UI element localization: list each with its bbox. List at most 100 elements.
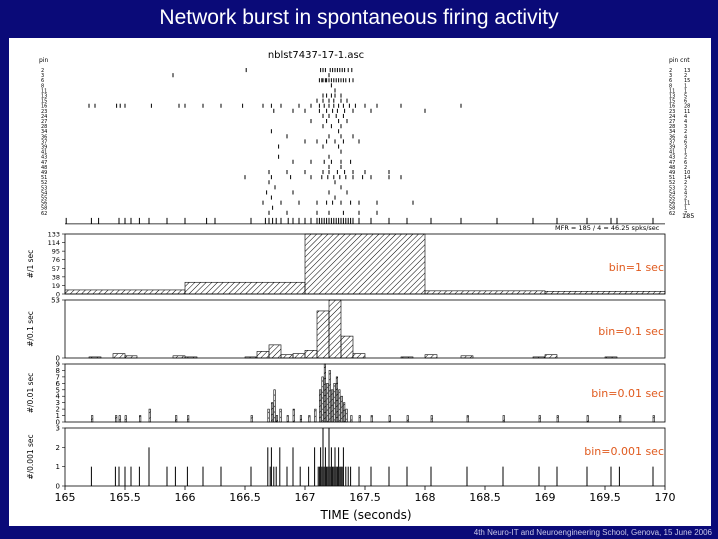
raster-pin-label: 24 xyxy=(41,114,47,120)
raster-pin-label: 48 xyxy=(41,165,47,171)
y-axis-label: #/0.001 sec xyxy=(26,434,35,479)
x-tick-label: 166 xyxy=(175,491,196,504)
raster-pin-label: 16 xyxy=(41,104,47,110)
histogram-bar xyxy=(388,415,391,423)
raster-pin-label: 62 xyxy=(669,211,675,217)
raster-pin-label: 6 xyxy=(41,78,44,84)
raster-pin-count: 5 xyxy=(684,94,687,100)
raster-pin-count: 4 xyxy=(684,114,687,120)
histogram-bar xyxy=(340,335,354,359)
y-tick-label: 95 xyxy=(52,248,60,256)
y-tick-label: 19 xyxy=(52,282,60,290)
histogram-bar xyxy=(340,395,343,423)
raster-pin-count: 2 xyxy=(684,185,687,191)
x-tick-label: 168.5 xyxy=(469,491,501,504)
raster-pin-count: 2 xyxy=(684,165,687,171)
y-axis-label: #/1 sec xyxy=(26,250,35,279)
raster-pin-label: 23 xyxy=(41,109,47,115)
raster-pin-label: 13 xyxy=(669,94,675,100)
raster-pin-label: 56 xyxy=(41,201,47,207)
histogram-bar xyxy=(64,289,186,295)
raster-pin-count: 2 xyxy=(684,180,687,186)
histogram-bar xyxy=(345,408,348,423)
raster-pin-count: 2 xyxy=(684,196,687,202)
raster-pin-label: 2 xyxy=(41,68,44,74)
x-tick-label: 167.5 xyxy=(349,491,381,504)
raster-pin-count: 4 xyxy=(684,134,687,140)
histogram-bar xyxy=(275,415,279,423)
histogram-bar xyxy=(187,415,190,423)
histogram-bar xyxy=(544,290,666,295)
histogram-bar xyxy=(532,356,546,359)
raster-pin-label: 41 xyxy=(669,150,675,156)
y-axis-label: #/0.01 sec xyxy=(26,373,35,414)
raster-pin-label: 51 xyxy=(669,175,675,181)
histogram-bar xyxy=(308,415,311,423)
x-axis-label: TIME (seconds) xyxy=(319,508,411,522)
histogram-frame xyxy=(64,363,666,423)
raster-pin-count: 4 xyxy=(684,190,687,196)
histogram-bar xyxy=(124,415,127,423)
histogram-bar xyxy=(352,353,366,359)
x-tick-label: 167 xyxy=(295,491,316,504)
histogram-bar xyxy=(619,415,622,423)
histogram-bar xyxy=(175,415,178,423)
spike-chart: nblst7437-17-1.asc pin pin cnt MFR = 185… xyxy=(26,50,694,522)
y-tick-label: 3 xyxy=(56,399,60,407)
y-tick-label: 133 xyxy=(48,231,60,239)
histogram-bar xyxy=(304,350,318,359)
raster-pin-count: 28 xyxy=(684,104,690,110)
y-tick-label: 1 xyxy=(56,463,60,471)
raster-pin-label: 11 xyxy=(669,88,675,94)
raster-pin-label: 55 xyxy=(669,196,675,202)
raster-pin-count: 1 xyxy=(684,88,687,94)
bin-label-10ms: bin=0.01 sec xyxy=(591,387,664,400)
bin-label-1ms: bin=0.001 sec xyxy=(584,445,664,458)
raster-pin-label: 52 xyxy=(41,180,47,186)
raster-pin-label: 62 xyxy=(41,211,47,217)
raster-pin-label: 8 xyxy=(41,83,44,89)
raster-pin-count: 6 xyxy=(684,99,687,105)
raster-pin-label: 53 xyxy=(669,185,675,191)
raster-pin-label: 15 xyxy=(41,99,47,105)
raster-pin-label: 55 xyxy=(41,196,47,202)
raster-pin-label: 47 xyxy=(41,160,47,166)
raster-pin-label: 39 xyxy=(41,145,47,151)
histogram-bar xyxy=(466,415,469,423)
raster-pin-count: 14 xyxy=(684,175,690,181)
histogram-bar xyxy=(115,415,118,423)
raster-pin-count: 11 xyxy=(684,201,690,207)
raster-pin-label: 36 xyxy=(41,134,47,140)
raster-pin-count: 6 xyxy=(684,160,687,166)
bin-label-1s: bin=1 sec xyxy=(609,261,664,274)
histogram-bar xyxy=(124,355,138,359)
raster-pin-label: 23 xyxy=(669,109,675,115)
histogram-bar xyxy=(502,415,505,423)
chart-panel: nblst7437-17-1.asc pin pin cnt MFR = 185… xyxy=(9,38,711,526)
raster-pin-label: 43 xyxy=(41,155,47,161)
footer-credit: 4th Neuro-IT and Neuroengineering School… xyxy=(473,528,712,537)
histogram-bar xyxy=(268,344,282,359)
raster-right-header: pin cnt xyxy=(669,57,690,64)
histogram-frame xyxy=(64,427,666,487)
histogram-bar xyxy=(88,356,102,359)
histogram-bar xyxy=(326,383,329,423)
histogram-bar xyxy=(184,356,198,359)
y-tick-label: 2 xyxy=(56,406,60,414)
histogram-bar xyxy=(652,415,655,423)
histogram-bar xyxy=(271,402,274,423)
y-tick-label: 114 xyxy=(48,239,60,247)
raster-pin-label: 8 xyxy=(669,83,672,89)
raster-pin-label: 49 xyxy=(669,170,675,176)
raster-pin-label: 3 xyxy=(41,73,44,79)
raster-pin-label: 49 xyxy=(41,170,47,176)
raster-pin-count: 15 xyxy=(684,78,690,84)
histogram-bar xyxy=(328,370,331,423)
raster-pin-label: 11 xyxy=(41,88,47,94)
histogram-bar xyxy=(148,408,151,423)
time-axis: 165 165.5 166 166.5 167 167.5 168 168.5 169 169.5… xyxy=(55,486,676,504)
y-tick-label: 3 xyxy=(56,425,60,433)
y-tick-label: 4 xyxy=(56,393,61,401)
x-tick-label: 169 xyxy=(535,491,556,504)
raster-total-count: 185 xyxy=(682,212,694,220)
